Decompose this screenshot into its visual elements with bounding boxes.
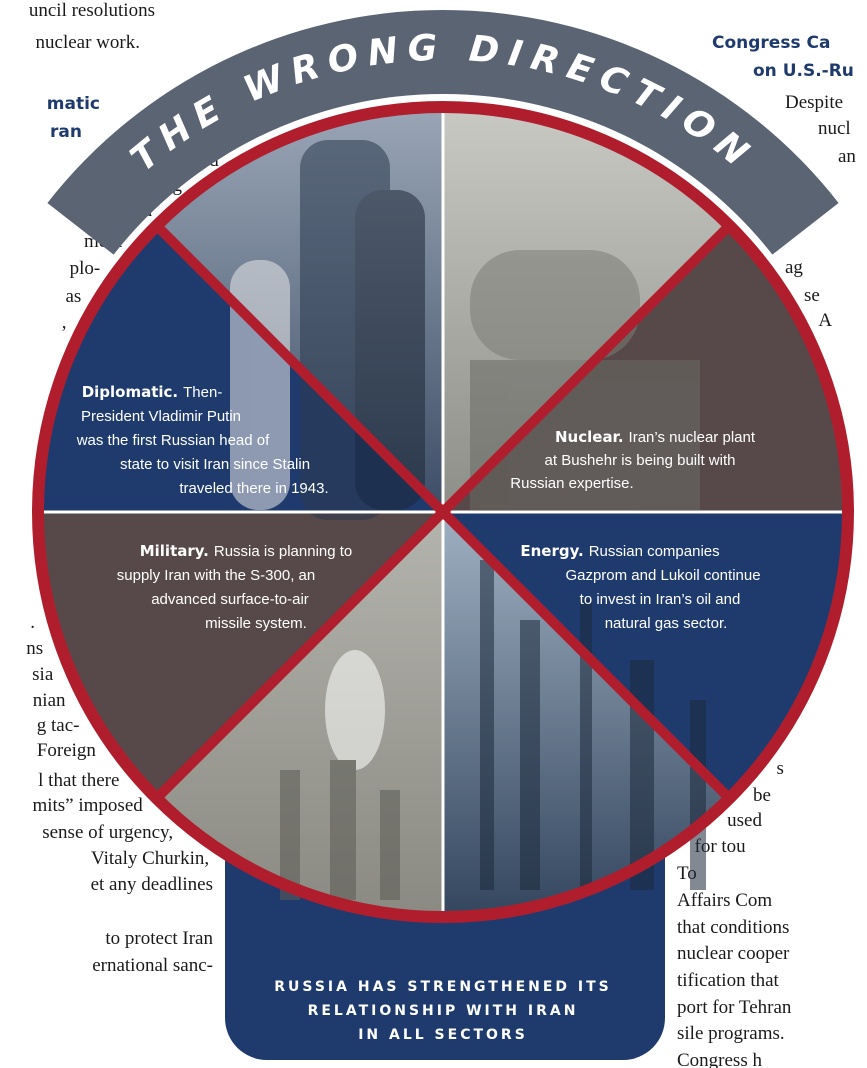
body-text: l that there: [38, 770, 119, 791]
photo-tower: [580, 600, 592, 890]
panel-text-run: Then-: [183, 384, 222, 401]
page-canvas: uncil resolutionsnuclear work.maticrante…: [0, 0, 867, 1068]
panel-text: President Vladimir Putin: [81, 408, 241, 425]
photo-tower: [520, 620, 540, 890]
panel-text-run: Russian companies: [589, 543, 720, 560]
body-text: et any deadlines: [91, 874, 213, 895]
body-text: Despite: [785, 92, 843, 113]
body-text: nuclear cooper: [677, 943, 790, 964]
panel-title: Nuclear.: [555, 428, 624, 446]
body-text: used: [727, 810, 762, 831]
page: { "left_column": { "top_lines": ["uncil …: [0, 0, 867, 1068]
body-text: sia: [32, 664, 54, 685]
panel-text: Nuclear. Iran’s nuclear plant: [555, 428, 756, 446]
body-text: s: [777, 758, 784, 779]
panel-text: Russian expertise.: [510, 475, 633, 492]
body-text: be: [753, 785, 771, 806]
photo-launcher: [330, 760, 356, 900]
caption-text: RELATIONSHIP WITH IRAN: [308, 1003, 579, 1019]
panel-title: Energy.: [520, 542, 583, 560]
panel-text: Diplomatic. Then-: [82, 383, 223, 401]
body-text: nian: [33, 690, 66, 711]
panel-text: state to visit Iran since Stalin: [120, 456, 310, 473]
caption-text: RUSSIA HAS STRENGTHENED ITS: [274, 979, 612, 995]
panel-text-run: Iran’s nuclear plant: [629, 429, 756, 446]
body-text: uncil resolutions: [29, 0, 155, 21]
body-text: sile programs.: [677, 1023, 785, 1044]
body-text: .: [30, 612, 35, 633]
panel-text-run: Russia is planning to: [214, 543, 352, 560]
body-text: ernational sanc-: [92, 955, 213, 976]
body-text: sense of urgency,: [42, 822, 173, 843]
body-text: ns: [26, 638, 43, 659]
panel-text: at Bushehr is being built with: [545, 452, 736, 469]
body-text: nuclear work.: [36, 32, 140, 53]
body-text: port for Tehran: [677, 997, 792, 1018]
panel-text: to invest in Iran’s oil and: [580, 591, 741, 608]
body-text: Affairs Com: [677, 890, 772, 911]
panel-text: Gazprom and Lukoil continue: [565, 567, 760, 584]
body-text: that conditions: [677, 917, 789, 938]
body-text: mits” imposed: [32, 795, 143, 816]
panel-title: Military.: [140, 542, 209, 560]
panel-text: supply Iran with the S-300, an: [117, 567, 315, 584]
section-heading: ran: [50, 122, 82, 142]
body-text: tification that: [677, 970, 780, 991]
body-text: Vitaly Churkin,: [91, 848, 209, 869]
body-text: Foreign: [37, 740, 97, 761]
body-text: plo-: [70, 258, 101, 279]
section-heading: on U.S.-Ru: [753, 61, 854, 81]
panel-text: was the first Russian head of: [76, 432, 270, 449]
section-heading: matic: [47, 94, 100, 114]
body-text: to protect Iran: [105, 928, 213, 949]
section-heading: Congress Ca: [712, 33, 830, 53]
caption-text: IN ALL SECTORS: [358, 1027, 528, 1043]
body-text: A: [818, 310, 832, 331]
panel-text: Energy. Russian companies: [520, 542, 719, 560]
body-text: g tac-: [37, 715, 80, 736]
photo-tower: [690, 700, 706, 890]
panel-text: traveled there in 1943.: [179, 480, 328, 497]
body-text: an: [838, 146, 856, 167]
body-text: as: [66, 286, 82, 307]
panel-text: missile system.: [205, 615, 307, 632]
panel-text: Military. Russia is planning to: [140, 542, 353, 560]
panel-text: advanced surface-to-air: [151, 591, 309, 608]
body-text: ag: [785, 257, 803, 278]
body-text: Congress h: [677, 1050, 762, 1068]
photo-flare: [325, 650, 385, 770]
panel-title: Diplomatic.: [82, 383, 178, 401]
photo-tower: [480, 560, 494, 890]
body-text: ,: [62, 312, 67, 333]
panel-text: natural gas sector.: [605, 615, 728, 632]
body-text: nucl: [818, 118, 851, 139]
body-text: se: [804, 285, 820, 306]
photo-launcher: [380, 790, 400, 900]
